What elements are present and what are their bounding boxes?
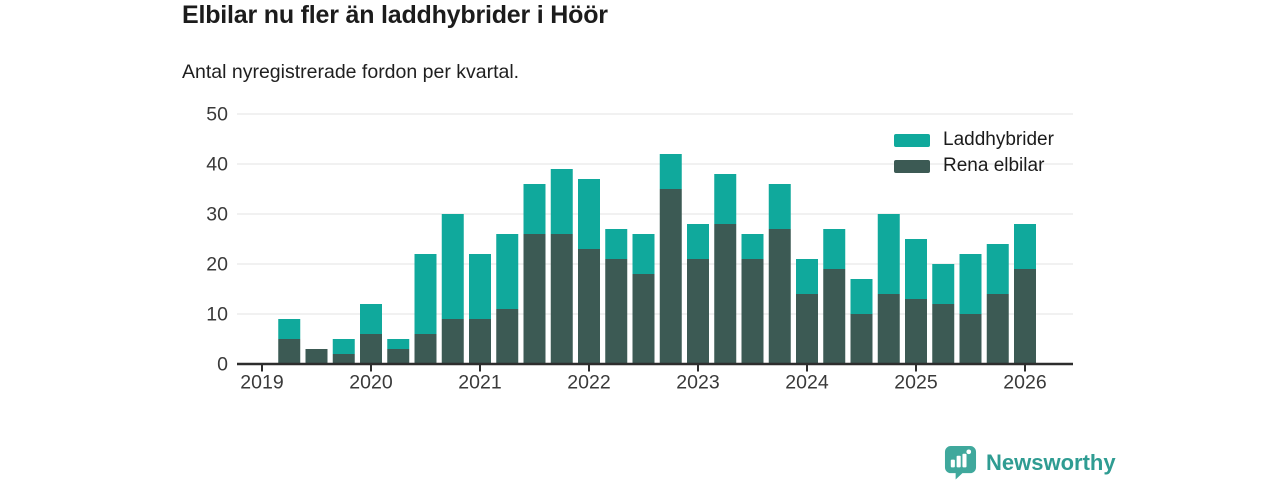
bar-segment bbox=[959, 254, 982, 314]
bar-segment bbox=[1014, 269, 1036, 364]
x-tick-label: 2025 bbox=[894, 372, 938, 394]
bar-segment bbox=[441, 319, 464, 364]
bar-segment bbox=[523, 184, 546, 234]
bar-segment bbox=[387, 349, 410, 364]
bar-segment bbox=[687, 224, 709, 259]
legend-swatch-laddhybrider bbox=[894, 133, 930, 147]
bar-segment bbox=[986, 294, 1009, 364]
bar-segment bbox=[496, 234, 519, 309]
y-tick-label: 20 bbox=[206, 254, 228, 276]
bar-segment bbox=[550, 169, 573, 234]
legend-item-rena-elbilar: Rena elbilar bbox=[894, 155, 1054, 176]
bar-segment bbox=[332, 354, 355, 364]
y-tick-label: 50 bbox=[206, 104, 228, 126]
bar-segment bbox=[578, 249, 600, 364]
bar-segment bbox=[605, 259, 628, 364]
bar-segment bbox=[387, 339, 410, 349]
bar-segment bbox=[659, 154, 682, 189]
y-tick-label: 10 bbox=[206, 304, 228, 326]
bar-segment bbox=[877, 214, 900, 294]
bar-segment bbox=[469, 319, 491, 364]
newsworthy-bar-chart-bubble-icon bbox=[944, 446, 977, 480]
bar-segment bbox=[741, 259, 764, 364]
bar-segment bbox=[932, 264, 955, 304]
bars bbox=[278, 154, 1036, 364]
bar-segment bbox=[332, 339, 355, 354]
bar-segment bbox=[932, 304, 955, 364]
newsworthy-logo-text: Newsworthy bbox=[986, 449, 1116, 475]
bar-segment bbox=[605, 229, 628, 259]
x-axis-ticks: 2019 2020 2021 2022 2023 2024 2025 2026 bbox=[240, 364, 1047, 394]
bar-segment bbox=[632, 274, 655, 364]
bar-segment bbox=[823, 269, 846, 364]
legend-swatch-rena-elbilar bbox=[894, 159, 930, 173]
bar-segment bbox=[796, 294, 818, 364]
bar-segment bbox=[1014, 224, 1036, 269]
bar-segment bbox=[823, 229, 846, 269]
bar-segment bbox=[550, 234, 573, 364]
bar-segment bbox=[305, 349, 328, 364]
bar-segment bbox=[905, 239, 927, 299]
bar-segment bbox=[632, 234, 655, 274]
x-tick-label: 2020 bbox=[349, 372, 393, 394]
bar-segment bbox=[659, 189, 682, 364]
legend: Laddhybrider Rena elbilar bbox=[894, 129, 1054, 183]
bar-segment bbox=[578, 179, 600, 249]
y-tick-label: 30 bbox=[206, 204, 228, 226]
legend-item-laddhybrider: Laddhybrider bbox=[894, 129, 1054, 150]
y-tick-label: 0 bbox=[217, 354, 228, 376]
x-tick-label: 2026 bbox=[1003, 372, 1046, 394]
bar-segment bbox=[796, 259, 818, 294]
bar-segment bbox=[414, 254, 437, 334]
chart-title: Elbilar nu fler än laddhybrider i Höör bbox=[182, 1, 608, 29]
x-tick-label: 2023 bbox=[676, 372, 719, 394]
bar-segment bbox=[768, 229, 791, 364]
bar-segment bbox=[441, 214, 464, 319]
x-tick-label: 2024 bbox=[785, 372, 829, 394]
bar-segment bbox=[714, 174, 737, 224]
x-tick-label: 2022 bbox=[567, 372, 610, 394]
bar-segment bbox=[986, 244, 1009, 294]
bar-segment bbox=[523, 234, 546, 364]
bar-segment bbox=[850, 279, 873, 314]
bar-segment bbox=[850, 314, 873, 364]
bar-segment bbox=[278, 339, 301, 364]
bar-segment bbox=[360, 304, 382, 334]
bar-segment bbox=[278, 319, 301, 339]
legend-label-rena-elbilar: Rena elbilar bbox=[943, 155, 1045, 176]
bar-segment bbox=[714, 224, 737, 364]
bar-segment bbox=[360, 334, 382, 364]
legend-label-laddhybrider: Laddhybrider bbox=[943, 129, 1054, 150]
bar-segment bbox=[496, 309, 519, 364]
bar-segment bbox=[741, 234, 764, 259]
x-tick-label: 2019 bbox=[240, 372, 283, 394]
bar-segment bbox=[877, 294, 900, 364]
chart-subtitle: Antal nyregistrerade fordon per kvartal. bbox=[182, 61, 520, 83]
bar-segment bbox=[414, 334, 437, 364]
bar-segment bbox=[469, 254, 491, 319]
bar-segment bbox=[687, 259, 709, 364]
newsworthy-logo: Newsworthy bbox=[944, 445, 1116, 480]
x-tick-label: 2021 bbox=[458, 372, 501, 394]
bar-segment bbox=[768, 184, 791, 229]
y-axis-labels: 0 10 20 30 40 50 bbox=[206, 104, 228, 376]
bar-segment bbox=[959, 314, 982, 364]
bar-segment bbox=[905, 299, 927, 364]
y-tick-label: 40 bbox=[206, 154, 228, 176]
